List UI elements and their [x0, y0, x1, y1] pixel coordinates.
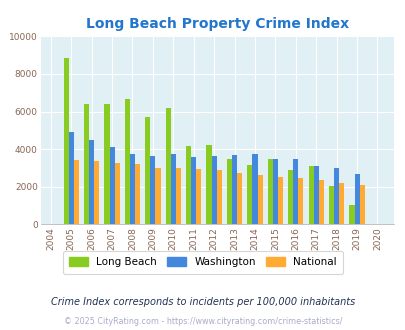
- Bar: [354, 174, 359, 224]
- Bar: [206, 146, 211, 224]
- Bar: [333, 168, 338, 224]
- Bar: [338, 183, 343, 224]
- Bar: [308, 166, 313, 224]
- Bar: [175, 168, 181, 224]
- Bar: [267, 159, 272, 224]
- Bar: [277, 178, 282, 224]
- Bar: [145, 117, 150, 224]
- Bar: [257, 176, 262, 224]
- Bar: [349, 205, 354, 224]
- Bar: [74, 160, 79, 224]
- Bar: [196, 169, 201, 224]
- Bar: [64, 58, 68, 224]
- Bar: [298, 178, 303, 224]
- Bar: [211, 156, 216, 224]
- Bar: [171, 154, 175, 224]
- Bar: [231, 155, 237, 224]
- Bar: [84, 104, 89, 224]
- Bar: [114, 163, 119, 224]
- Bar: [359, 184, 364, 224]
- Bar: [216, 170, 221, 224]
- Bar: [288, 170, 292, 224]
- Legend: Long Beach, Washington, National: Long Beach, Washington, National: [63, 251, 342, 274]
- Title: Long Beach Property Crime Index: Long Beach Property Crime Index: [85, 17, 348, 31]
- Bar: [252, 154, 257, 224]
- Bar: [109, 147, 114, 224]
- Bar: [292, 159, 298, 224]
- Bar: [272, 159, 277, 224]
- Text: Crime Index corresponds to incidents per 100,000 inhabitants: Crime Index corresponds to incidents per…: [51, 297, 354, 307]
- Bar: [150, 156, 155, 224]
- Bar: [104, 104, 109, 224]
- Bar: [237, 173, 242, 224]
- Bar: [89, 140, 94, 224]
- Bar: [247, 165, 252, 224]
- Bar: [155, 168, 160, 224]
- Bar: [165, 108, 171, 224]
- Bar: [130, 154, 135, 224]
- Bar: [135, 164, 140, 224]
- Text: © 2025 CityRating.com - https://www.cityrating.com/crime-statistics/: © 2025 CityRating.com - https://www.city…: [64, 317, 341, 326]
- Bar: [313, 166, 318, 224]
- Bar: [318, 180, 323, 224]
- Bar: [94, 161, 99, 224]
- Bar: [68, 132, 74, 224]
- Bar: [185, 146, 191, 224]
- Bar: [124, 99, 130, 224]
- Bar: [191, 157, 196, 224]
- Bar: [328, 186, 333, 224]
- Bar: [226, 159, 231, 224]
